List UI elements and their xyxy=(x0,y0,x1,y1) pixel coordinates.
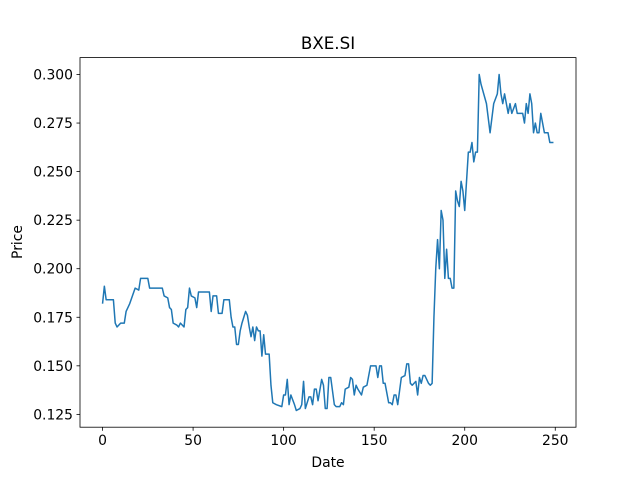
y-tick-label: 0.300 xyxy=(33,67,73,83)
y-axis-label: Price xyxy=(10,225,26,259)
y-tick-label: 0.125 xyxy=(33,407,73,423)
y-tick-label: 0.200 xyxy=(33,262,73,278)
x-axis-label: Date xyxy=(311,455,344,471)
x-tick-label: 50 xyxy=(184,433,202,449)
x-tick-label: 150 xyxy=(361,433,388,449)
x-tick-label: 200 xyxy=(451,433,478,449)
price-line xyxy=(101,73,554,412)
x-tick-label: 0 xyxy=(98,433,107,449)
plot-frame xyxy=(79,57,577,428)
y-tick-label: 0.175 xyxy=(33,310,73,326)
y-tick-label: 0.275 xyxy=(33,116,73,132)
x-tick-label: 250 xyxy=(542,433,569,449)
x-tick-label: 100 xyxy=(270,433,297,449)
y-tick-label: 0.225 xyxy=(33,213,73,229)
y-tick-label: 0.150 xyxy=(33,359,73,375)
y-tick-label: 0.250 xyxy=(33,165,73,181)
chart-title: BXE.SI xyxy=(301,33,355,53)
